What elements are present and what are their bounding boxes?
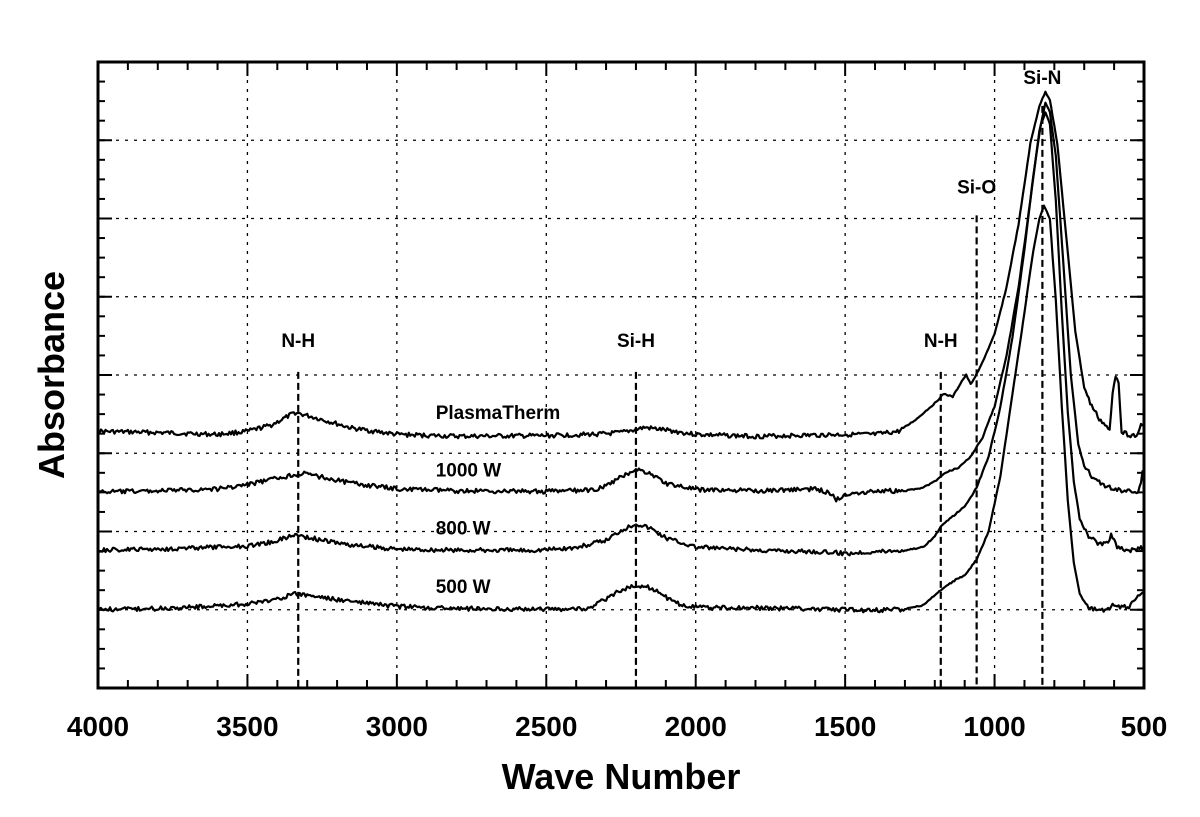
x-tick-label: 2500 xyxy=(515,711,577,742)
series-lines xyxy=(96,90,1146,614)
x-axis-title: Wave Number xyxy=(502,756,741,797)
series-line xyxy=(97,111,1145,557)
plot-frame xyxy=(96,60,1146,690)
series-label: 500 W xyxy=(436,577,491,598)
series-label: 800 W xyxy=(436,519,491,540)
series-labels: PlasmaTherm 1000 W 800 W 500 W xyxy=(436,403,561,598)
peak-label: N-H xyxy=(281,331,315,352)
grid xyxy=(98,62,1144,688)
series-label: PlasmaTherm xyxy=(436,403,561,424)
series-line xyxy=(97,101,1146,503)
peak-label: N-H xyxy=(924,331,958,352)
series-label: 1000 W xyxy=(436,460,502,481)
x-tick-label: 2000 xyxy=(665,711,727,742)
x-tick-label: 1500 xyxy=(814,711,876,742)
peak-label: Si-N xyxy=(1023,68,1061,89)
x-tick-label: 4000 xyxy=(67,711,129,742)
x-tick-labels: 4000 3500 3000 2500 2000 1500 1000 500 xyxy=(67,711,1168,742)
series-line xyxy=(97,90,1145,440)
series-line xyxy=(96,204,1145,614)
x-tick-label: 1000 xyxy=(963,711,1025,742)
x-tick-label: 3500 xyxy=(216,711,278,742)
peak-label: Si-H xyxy=(617,331,655,352)
x-tick-label: 3000 xyxy=(366,711,428,742)
x-tick-label: 500 xyxy=(1121,711,1168,742)
peak-label: Si-O xyxy=(957,177,996,198)
peak-annotations: N-H Si-H N-H Si-O Si-N xyxy=(281,68,1061,688)
y-axis-title: Absorbance xyxy=(31,271,72,479)
